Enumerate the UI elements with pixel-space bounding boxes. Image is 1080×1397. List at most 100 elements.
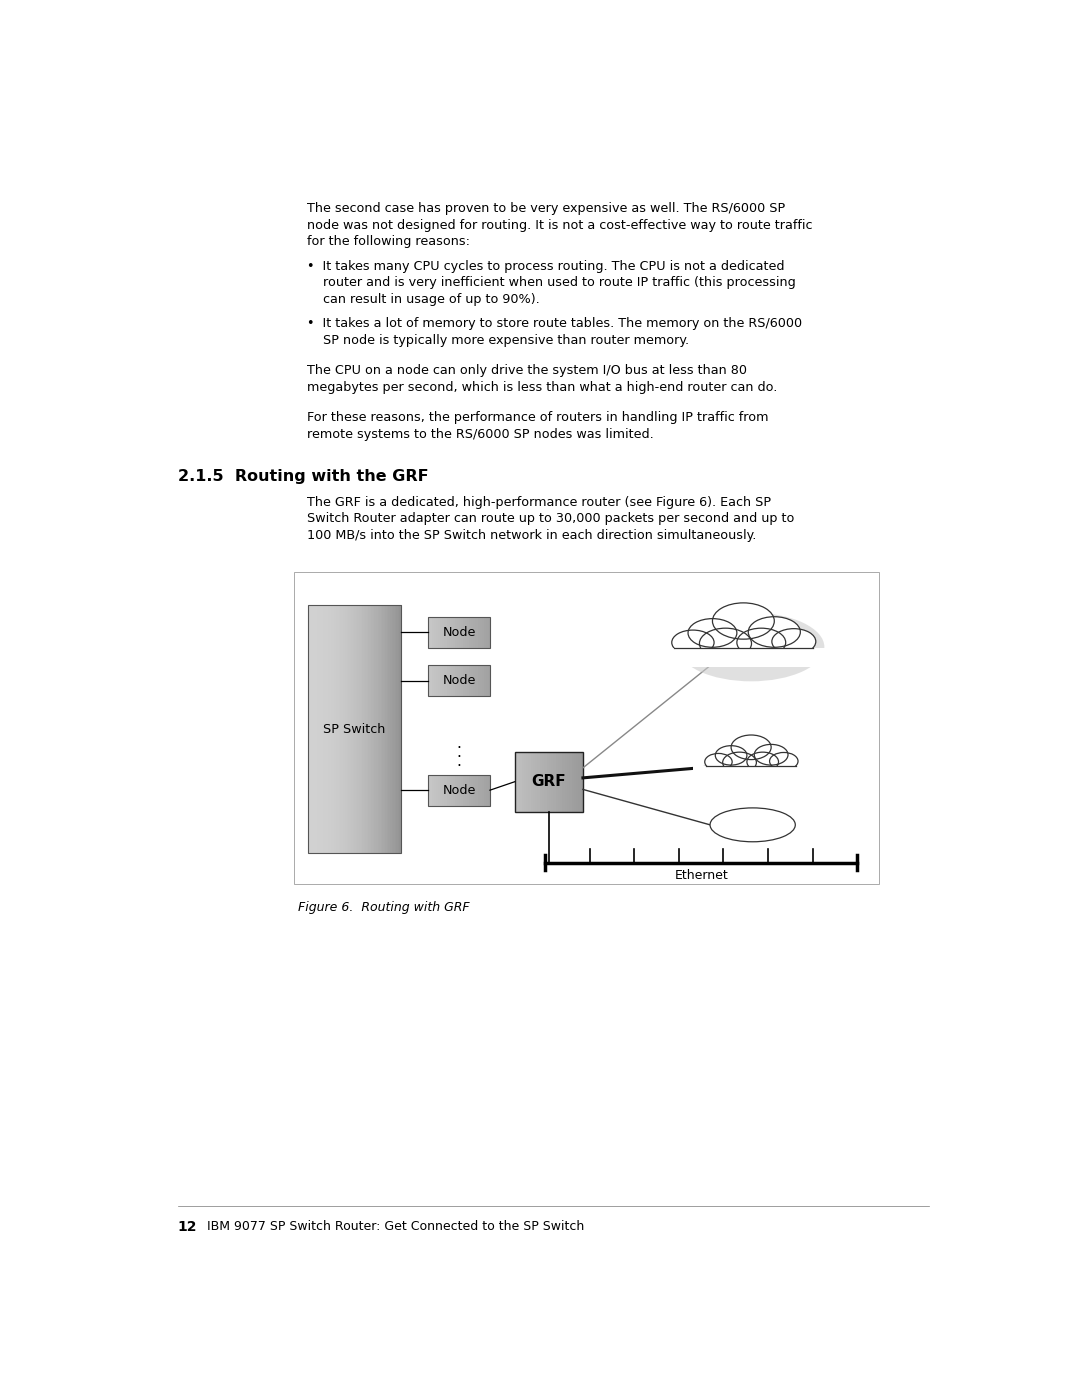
- Bar: [353, 605, 355, 854]
- Bar: [484, 617, 486, 648]
- Bar: [473, 665, 476, 696]
- Bar: [465, 617, 468, 648]
- Bar: [354, 605, 356, 854]
- Bar: [486, 775, 488, 806]
- Ellipse shape: [772, 629, 815, 654]
- Bar: [392, 605, 394, 854]
- Bar: [390, 605, 392, 854]
- Bar: [364, 605, 366, 854]
- Bar: [477, 665, 480, 696]
- Bar: [459, 665, 461, 696]
- Text: megabytes per second, which is less than what a high-end router can do.: megabytes per second, which is less than…: [307, 380, 778, 394]
- Bar: [468, 617, 470, 648]
- Bar: [567, 752, 569, 812]
- Text: FDDI: FDDI: [738, 819, 768, 831]
- Bar: [438, 665, 441, 696]
- Bar: [470, 775, 472, 806]
- Bar: [318, 605, 320, 854]
- Bar: [477, 617, 480, 648]
- Bar: [382, 605, 384, 854]
- Text: •  It takes many CPU cycles to process routing. The CPU is not a dedicated: • It takes many CPU cycles to process ro…: [307, 260, 784, 272]
- Bar: [315, 605, 318, 854]
- Bar: [446, 665, 449, 696]
- Bar: [453, 617, 455, 648]
- Bar: [471, 775, 474, 806]
- Bar: [519, 752, 522, 812]
- Bar: [336, 605, 338, 854]
- Bar: [482, 775, 484, 806]
- Bar: [438, 775, 441, 806]
- Bar: [432, 665, 434, 696]
- Bar: [428, 665, 490, 696]
- Bar: [581, 752, 583, 812]
- Ellipse shape: [737, 629, 785, 657]
- Text: Figure 6.  Routing with GRF: Figure 6. Routing with GRF: [298, 901, 470, 914]
- Ellipse shape: [688, 619, 737, 647]
- Bar: [484, 665, 486, 696]
- Bar: [446, 775, 449, 806]
- Text: The GRF is a dedicated, high-performance router (see Figure 6). Each SP: The GRF is a dedicated, high-performance…: [307, 496, 771, 509]
- Bar: [553, 752, 556, 812]
- Text: Ethernet: Ethernet: [674, 869, 728, 882]
- Bar: [428, 665, 431, 696]
- Text: .: .: [457, 736, 461, 750]
- Bar: [473, 617, 476, 648]
- Bar: [369, 605, 373, 854]
- Bar: [443, 617, 445, 648]
- Bar: [328, 605, 330, 854]
- Bar: [455, 665, 457, 696]
- Bar: [312, 605, 314, 854]
- Bar: [378, 605, 380, 854]
- Bar: [367, 605, 369, 854]
- Bar: [471, 665, 474, 696]
- Ellipse shape: [770, 753, 798, 770]
- Bar: [536, 752, 538, 812]
- Bar: [333, 605, 335, 854]
- Ellipse shape: [672, 630, 714, 655]
- Bar: [475, 617, 478, 648]
- Bar: [443, 775, 445, 806]
- Bar: [484, 775, 486, 806]
- Bar: [515, 752, 583, 812]
- Bar: [532, 752, 536, 812]
- Bar: [445, 665, 447, 696]
- Bar: [332, 605, 334, 854]
- Bar: [441, 665, 443, 696]
- Bar: [434, 617, 436, 648]
- Bar: [455, 617, 457, 648]
- Ellipse shape: [747, 752, 779, 771]
- Bar: [450, 665, 454, 696]
- Bar: [450, 617, 454, 648]
- Bar: [563, 752, 565, 812]
- Text: 2.1.5  Routing with the GRF: 2.1.5 Routing with the GRF: [177, 469, 429, 483]
- Bar: [549, 752, 552, 812]
- Bar: [461, 617, 463, 648]
- Bar: [569, 752, 572, 812]
- Bar: [482, 617, 484, 648]
- Bar: [465, 775, 468, 806]
- Bar: [362, 605, 364, 854]
- Ellipse shape: [715, 746, 747, 766]
- Bar: [340, 605, 342, 854]
- Text: 12: 12: [177, 1220, 198, 1234]
- Bar: [397, 605, 400, 854]
- Ellipse shape: [723, 752, 756, 773]
- Bar: [445, 775, 447, 806]
- Bar: [351, 605, 353, 854]
- Bar: [448, 617, 451, 648]
- Bar: [470, 617, 472, 648]
- Bar: [345, 605, 348, 854]
- Bar: [443, 665, 445, 696]
- Bar: [475, 775, 478, 806]
- Bar: [308, 605, 401, 854]
- Bar: [573, 752, 577, 812]
- Bar: [538, 752, 540, 812]
- Bar: [461, 665, 463, 696]
- Text: Switch Router adapter can route up to 30,000 packets per second and up to: Switch Router adapter can route up to 30…: [307, 513, 795, 525]
- Bar: [380, 605, 383, 854]
- Bar: [361, 605, 363, 854]
- Bar: [394, 605, 397, 854]
- Bar: [488, 617, 490, 648]
- Text: IBM 9077 SP Switch Router: Get Connected to the SP Switch: IBM 9077 SP Switch Router: Get Connected…: [207, 1220, 584, 1234]
- Bar: [482, 665, 484, 696]
